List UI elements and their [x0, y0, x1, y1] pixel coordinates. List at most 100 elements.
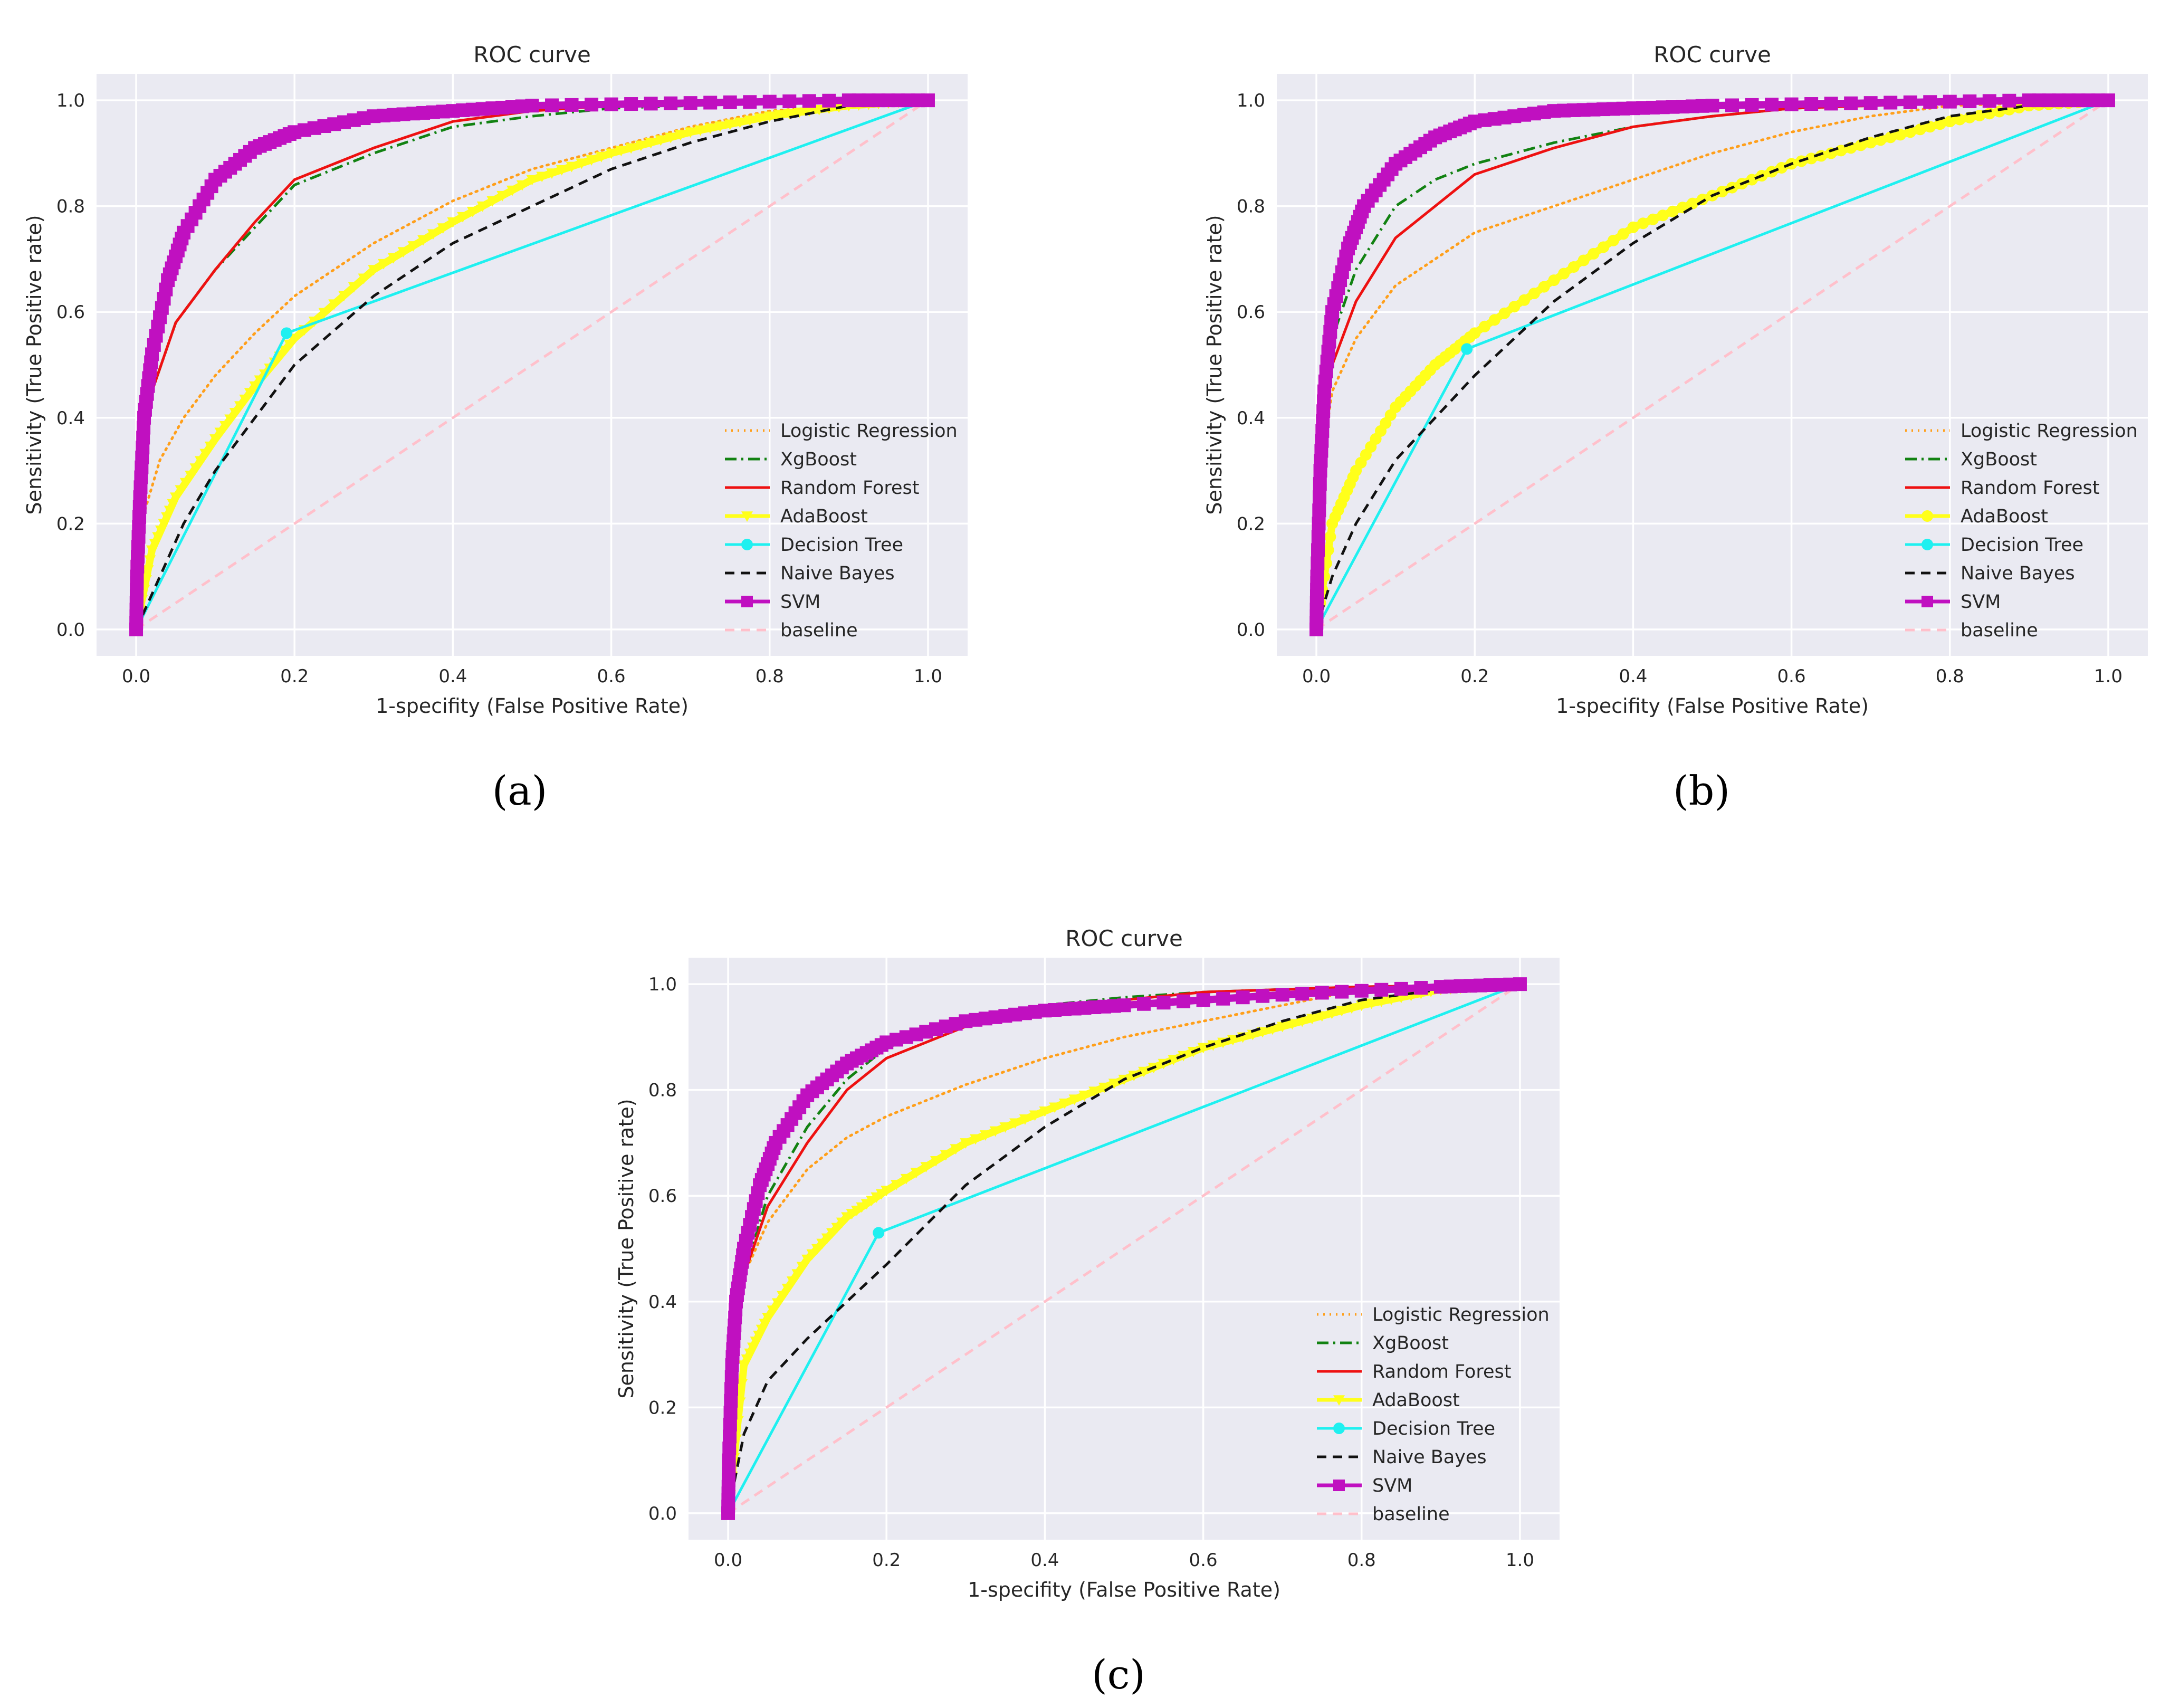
y-axis-title: Sensitivity (True Positive rate): [615, 1099, 638, 1398]
series-marker-adaboost: [199, 449, 212, 460]
series-marker-adaboost: [457, 212, 469, 223]
series-marker-adaboost: [704, 123, 716, 134]
legend-marker-decision-tree: [741, 539, 753, 550]
series-marker-adaboost: [762, 1313, 774, 1323]
y-axis-title: Sensitivity (True Positive rate): [23, 215, 46, 514]
series-marker-adaboost: [744, 115, 756, 126]
series-marker-adaboost: [694, 125, 706, 136]
series-marker-adaboost: [175, 485, 187, 496]
series-marker-adaboost: [1019, 1114, 1031, 1125]
legend-marker-adaboost: [741, 511, 753, 522]
series-marker-adaboost: [318, 308, 330, 319]
x-tick-label: 0.6: [597, 666, 626, 687]
series-marker-svm: [762, 94, 777, 109]
series-marker-svm: [1844, 96, 1858, 110]
legend-label-adaboost: AdaBoost: [1372, 1390, 1460, 1411]
series-marker-adaboost: [229, 407, 241, 418]
series-marker-adaboost: [1578, 254, 1590, 266]
x-axis-title: 1-specifity (False Positive Rate): [1556, 694, 1869, 718]
series-marker-svm: [683, 96, 697, 110]
series-marker-svm: [1313, 477, 1327, 491]
x-tick-label: 0.6: [1189, 1550, 1218, 1571]
series-marker-svm: [604, 97, 618, 111]
series-line-logistic-regression: [135, 99, 930, 631]
series-marker-svm: [1196, 993, 1210, 1007]
series-marker-adaboost: [427, 229, 439, 240]
legend-label-decision-tree: Decision Tree: [1961, 535, 2083, 556]
x-axis-title: 1-specifity (False Positive Rate): [968, 1578, 1280, 1601]
series-marker-adaboost: [1815, 150, 1827, 162]
series-marker-adaboost: [1924, 121, 1936, 133]
series-marker-adaboost: [1657, 209, 1669, 222]
series-marker-adaboost: [506, 185, 518, 196]
series-marker-adaboost: [1324, 531, 1336, 543]
series-marker-adaboost: [249, 381, 261, 392]
series-marker-adaboost: [1667, 205, 1679, 217]
series-marker-svm: [1374, 982, 1389, 997]
series-marker-adaboost: [724, 119, 736, 130]
series-marker-adaboost: [417, 235, 429, 246]
series-marker-adaboost: [234, 401, 246, 412]
series-marker-adaboost: [1716, 186, 1728, 198]
series-marker-adaboost: [791, 1269, 804, 1280]
series-marker-svm: [1963, 94, 1977, 109]
series-marker-adaboost: [831, 1223, 843, 1234]
series-marker-adaboost: [1469, 327, 1481, 339]
series-marker-svm: [1311, 543, 1325, 557]
legend-label-xgboost: XgBoost: [1961, 449, 2037, 470]
legend-label-random-forest: Random Forest: [780, 478, 919, 499]
legend-label-decision-tree: Decision Tree: [780, 535, 903, 556]
series-line-naive-bayes: [726, 982, 1521, 1514]
y-tick-label: 0.0: [56, 619, 85, 641]
legend-label-naive-bayes: Naive Bayes: [1372, 1447, 1487, 1468]
legend-label-naive-bayes: Naive Bayes: [780, 563, 895, 584]
series-marker-adaboost: [1835, 145, 1847, 157]
series-marker-adaboost: [1865, 137, 1877, 149]
y-axis-title: Sensitivity (True Positive rate): [1203, 215, 1226, 514]
series-marker-adaboost: [1538, 281, 1550, 293]
legend-label-svm: SVM: [1372, 1475, 1412, 1496]
x-tick-label: 0.4: [438, 666, 467, 687]
series-marker-adaboost: [142, 565, 154, 576]
series-layer: [1309, 93, 2115, 636]
series-marker-adaboost: [170, 492, 182, 503]
series-marker-adaboost: [910, 1168, 922, 1179]
series-marker-adaboost: [1488, 314, 1500, 326]
series-marker-adaboost: [1322, 544, 1334, 556]
series-marker-adaboost: [645, 138, 657, 149]
legend-label-adaboost: AdaBoost: [780, 506, 868, 527]
series-marker-adaboost: [1894, 129, 1906, 141]
series-marker-svm: [525, 99, 539, 113]
series-marker-svm: [703, 96, 718, 110]
series-marker-svm: [565, 98, 579, 112]
series-layer: [721, 977, 1527, 1520]
series-marker-adaboost: [1588, 247, 1600, 260]
series-marker-adaboost: [1518, 294, 1531, 306]
series-marker-adaboost: [806, 1249, 818, 1260]
series-marker-svm: [1117, 998, 1131, 1013]
series-marker-adaboost: [813, 104, 825, 116]
series-marker-adaboost: [576, 158, 588, 169]
legend-label-random-forest: Random Forest: [1372, 1361, 1511, 1382]
series-marker-adaboost: [185, 471, 197, 481]
series-marker-adaboost: [1266, 1024, 1278, 1035]
chart-title: ROC curve: [473, 42, 591, 68]
series-marker-svm: [1275, 988, 1289, 1002]
series-marker-adaboost: [1247, 1029, 1259, 1041]
series-marker-svm: [724, 1394, 738, 1408]
series-marker-adaboost: [1355, 1000, 1368, 1012]
series-marker-adaboost: [605, 148, 617, 159]
legend-label-adaboost: AdaBoost: [1961, 506, 2048, 527]
legend-marker-adaboost: [1922, 510, 1933, 522]
series-marker-decision-tree: [873, 1227, 885, 1239]
series-marker-svm: [1256, 989, 1270, 1003]
x-tick-label: 0.6: [1777, 666, 1806, 687]
series-marker-svm: [1177, 994, 1191, 1008]
legend-marker-decision-tree: [1922, 539, 1933, 550]
series-marker-adaboost: [1098, 1082, 1110, 1093]
series-marker-adaboost: [595, 151, 607, 163]
y-tick-label: 0.8: [648, 1080, 677, 1101]
series-marker-svm: [723, 1406, 738, 1420]
x-tick-label: 0.4: [1619, 666, 1647, 687]
series-marker-adaboost: [781, 1283, 794, 1294]
